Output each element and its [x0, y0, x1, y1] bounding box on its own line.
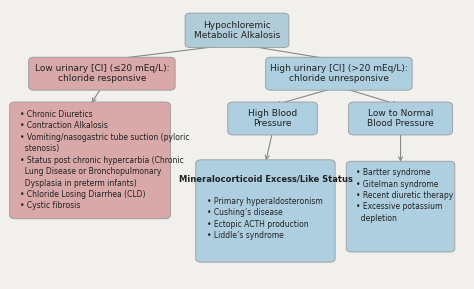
FancyBboxPatch shape: [9, 102, 171, 219]
FancyBboxPatch shape: [185, 13, 289, 47]
Text: • Bartter syndrome
• Gitelman syndrome
• Recent diuretic therapy
• Excessive pot: • Bartter syndrome • Gitelman syndrome •…: [356, 168, 453, 223]
Text: High Blood
Pressure: High Blood Pressure: [248, 109, 297, 128]
Text: Low urinary [Cl] (≤20 mEq/L):
chloride responsive: Low urinary [Cl] (≤20 mEq/L): chloride r…: [35, 64, 169, 84]
Text: High urinary [Cl] (>20 mEq/L):
chloride unresponsive: High urinary [Cl] (>20 mEq/L): chloride …: [270, 64, 408, 84]
Text: Mineralocorticoid Excess/Like Status: Mineralocorticoid Excess/Like Status: [179, 175, 352, 184]
Text: Low to Normal
Blood Pressure: Low to Normal Blood Pressure: [367, 109, 434, 128]
FancyBboxPatch shape: [348, 102, 452, 135]
Text: Hypochloremic
Metabolic Alkalosis: Hypochloremic Metabolic Alkalosis: [194, 21, 280, 40]
FancyBboxPatch shape: [196, 160, 335, 262]
Text: • Primary hyperaldosteronism
• Cushing’s disease
• Ectopic ACTH production
• Lid: • Primary hyperaldosteronism • Cushing’s…: [207, 197, 322, 240]
FancyBboxPatch shape: [346, 161, 455, 252]
FancyBboxPatch shape: [265, 57, 412, 90]
FancyBboxPatch shape: [29, 57, 175, 90]
FancyBboxPatch shape: [228, 102, 318, 135]
Text: • Chronic Diuretics
• Contraction Alkalosis
• Vomiting/nasogastric tube suction : • Chronic Diuretics • Contraction Alkalo…: [20, 110, 190, 210]
